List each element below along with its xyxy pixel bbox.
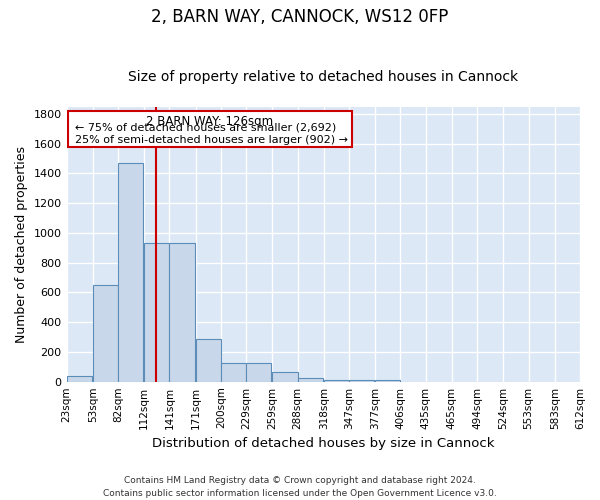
Bar <box>375 380 400 382</box>
Title: Size of property relative to detached houses in Cannock: Size of property relative to detached ho… <box>128 70 518 85</box>
Text: Contains HM Land Registry data © Crown copyright and database right 2024.
Contai: Contains HM Land Registry data © Crown c… <box>103 476 497 498</box>
Bar <box>196 338 221 382</box>
Bar <box>221 363 246 382</box>
Bar <box>169 242 194 382</box>
FancyBboxPatch shape <box>68 111 352 146</box>
Bar <box>246 363 271 382</box>
Text: 2 BARN WAY: 126sqm: 2 BARN WAY: 126sqm <box>146 116 274 128</box>
Bar <box>118 163 143 382</box>
Text: ← 75% of detached houses are smaller (2,692): ← 75% of detached houses are smaller (2,… <box>75 122 337 132</box>
Text: 2, BARN WAY, CANNOCK, WS12 0FP: 2, BARN WAY, CANNOCK, WS12 0FP <box>151 8 449 26</box>
Bar <box>144 242 169 382</box>
Bar <box>298 378 323 382</box>
Bar <box>349 380 374 382</box>
Bar <box>272 372 298 382</box>
Y-axis label: Number of detached properties: Number of detached properties <box>15 146 28 342</box>
Bar <box>67 376 92 382</box>
Text: 25% of semi-detached houses are larger (902) →: 25% of semi-detached houses are larger (… <box>75 134 348 144</box>
X-axis label: Distribution of detached houses by size in Cannock: Distribution of detached houses by size … <box>152 437 494 450</box>
Bar <box>324 380 349 382</box>
Bar <box>92 285 118 382</box>
